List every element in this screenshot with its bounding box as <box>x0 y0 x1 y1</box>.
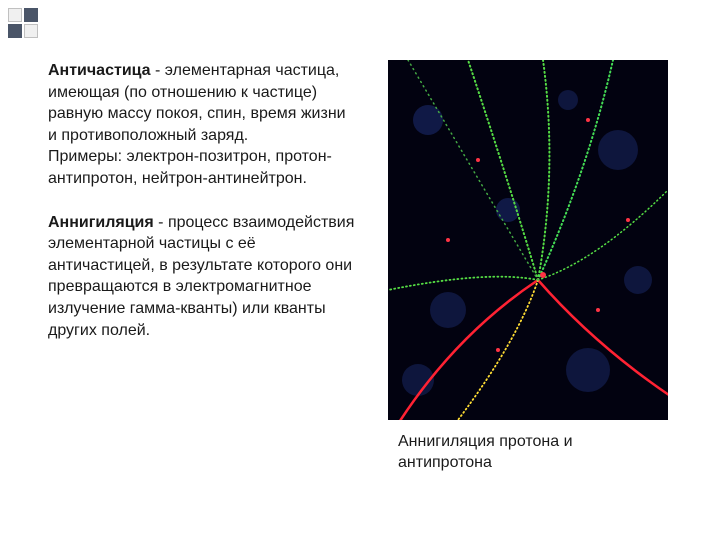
examples-antiparticle: Примеры: электрон-позитрон, протон-антип… <box>48 148 332 187</box>
content-area: Античастица - элементарная частица, имею… <box>0 0 720 494</box>
paragraph-annihilation: Аннигиляция - процесс взаимодействия эле… <box>48 212 358 342</box>
body-annihilation: - процесс взаимодействия элементарной ча… <box>48 214 354 339</box>
term-annihilation: Аннигиляция <box>48 214 154 231</box>
term-antiparticle: Античастица <box>48 62 151 79</box>
decoration-square <box>8 24 22 38</box>
decoration-square <box>24 8 38 22</box>
image-column: Аннигиляция протона и антипротона <box>388 60 668 474</box>
tracks-svg <box>388 60 668 420</box>
physics-diagram <box>388 60 668 420</box>
image-caption: Аннигиляция протона и антипротона <box>398 432 668 474</box>
paragraph-antiparticle: Античастица - элементарная частица, имею… <box>48 60 358 190</box>
decoration-square <box>24 24 38 38</box>
text-column: Античастица - элементарная частица, имею… <box>48 60 358 474</box>
decoration-square <box>8 8 22 22</box>
corner-decoration <box>8 8 38 38</box>
